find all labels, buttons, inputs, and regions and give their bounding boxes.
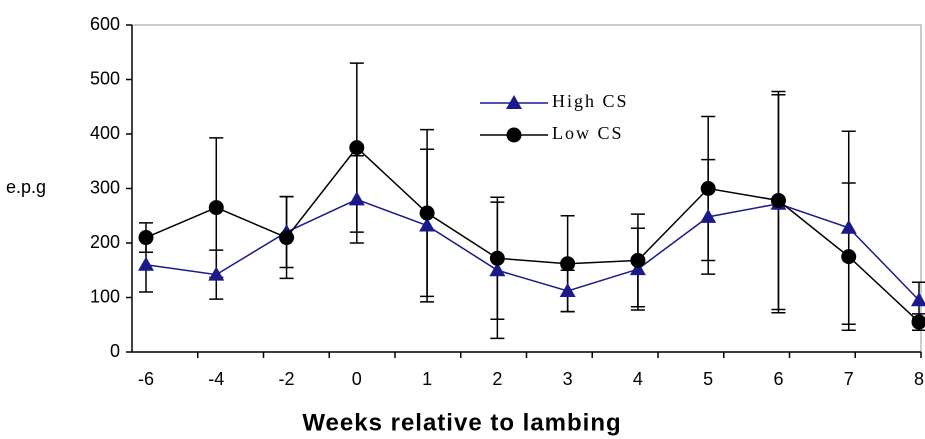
x-tick-label: 1 — [422, 369, 432, 389]
y-tick-label: 300 — [90, 177, 120, 197]
x-tick-label: 4 — [633, 369, 643, 389]
point-marker — [841, 249, 857, 265]
point-marker — [911, 292, 925, 307]
y-axis-title: e.p.g — [6, 177, 46, 197]
x-tick-label: -6 — [138, 369, 154, 389]
series-line — [145, 198, 920, 301]
series-line — [145, 146, 920, 323]
x-tick-label: -2 — [279, 369, 295, 389]
point-marker — [279, 230, 295, 246]
x-tick-label: 5 — [703, 369, 713, 389]
point-marker — [138, 230, 154, 246]
y-tick-label: 200 — [90, 232, 120, 252]
point-marker — [506, 127, 522, 143]
point-marker — [419, 205, 435, 221]
point-marker — [349, 140, 365, 156]
x-tick-label: 8 — [914, 369, 924, 389]
point-marker — [911, 314, 925, 330]
y-tick-label: 600 — [90, 14, 120, 34]
x-axis-title: Weeks relative to lambing — [302, 409, 621, 436]
x-tick-label: 3 — [563, 369, 573, 389]
y-tick-label: 400 — [90, 123, 120, 143]
point-marker — [489, 250, 505, 266]
point-marker — [840, 219, 857, 234]
point-marker — [770, 192, 786, 208]
point-marker — [630, 252, 646, 268]
point-marker — [560, 256, 576, 272]
legend-label: Low CS — [552, 123, 624, 143]
point-marker — [208, 200, 224, 216]
plot-frame — [131, 24, 922, 353]
point-marker — [348, 191, 365, 206]
y-tick-label: 0 — [110, 341, 120, 361]
x-tick-label: 7 — [844, 369, 854, 389]
x-tick-label: -4 — [208, 369, 224, 389]
point-marker — [208, 266, 225, 281]
y-tick-label: 500 — [90, 68, 120, 88]
point-marker — [629, 261, 646, 276]
x-tick-label: 2 — [492, 369, 502, 389]
point-marker — [700, 181, 716, 196]
point-marker — [419, 217, 436, 232]
point-marker — [489, 262, 506, 277]
point-marker — [559, 282, 576, 297]
point-marker — [506, 95, 522, 109]
x-tick-label: 0 — [352, 369, 362, 389]
x-tick-label: 6 — [773, 369, 783, 389]
point-marker — [138, 256, 154, 271]
legend-label: High CS — [552, 91, 629, 111]
y-tick-label: 100 — [90, 286, 120, 306]
point-marker — [700, 208, 717, 223]
